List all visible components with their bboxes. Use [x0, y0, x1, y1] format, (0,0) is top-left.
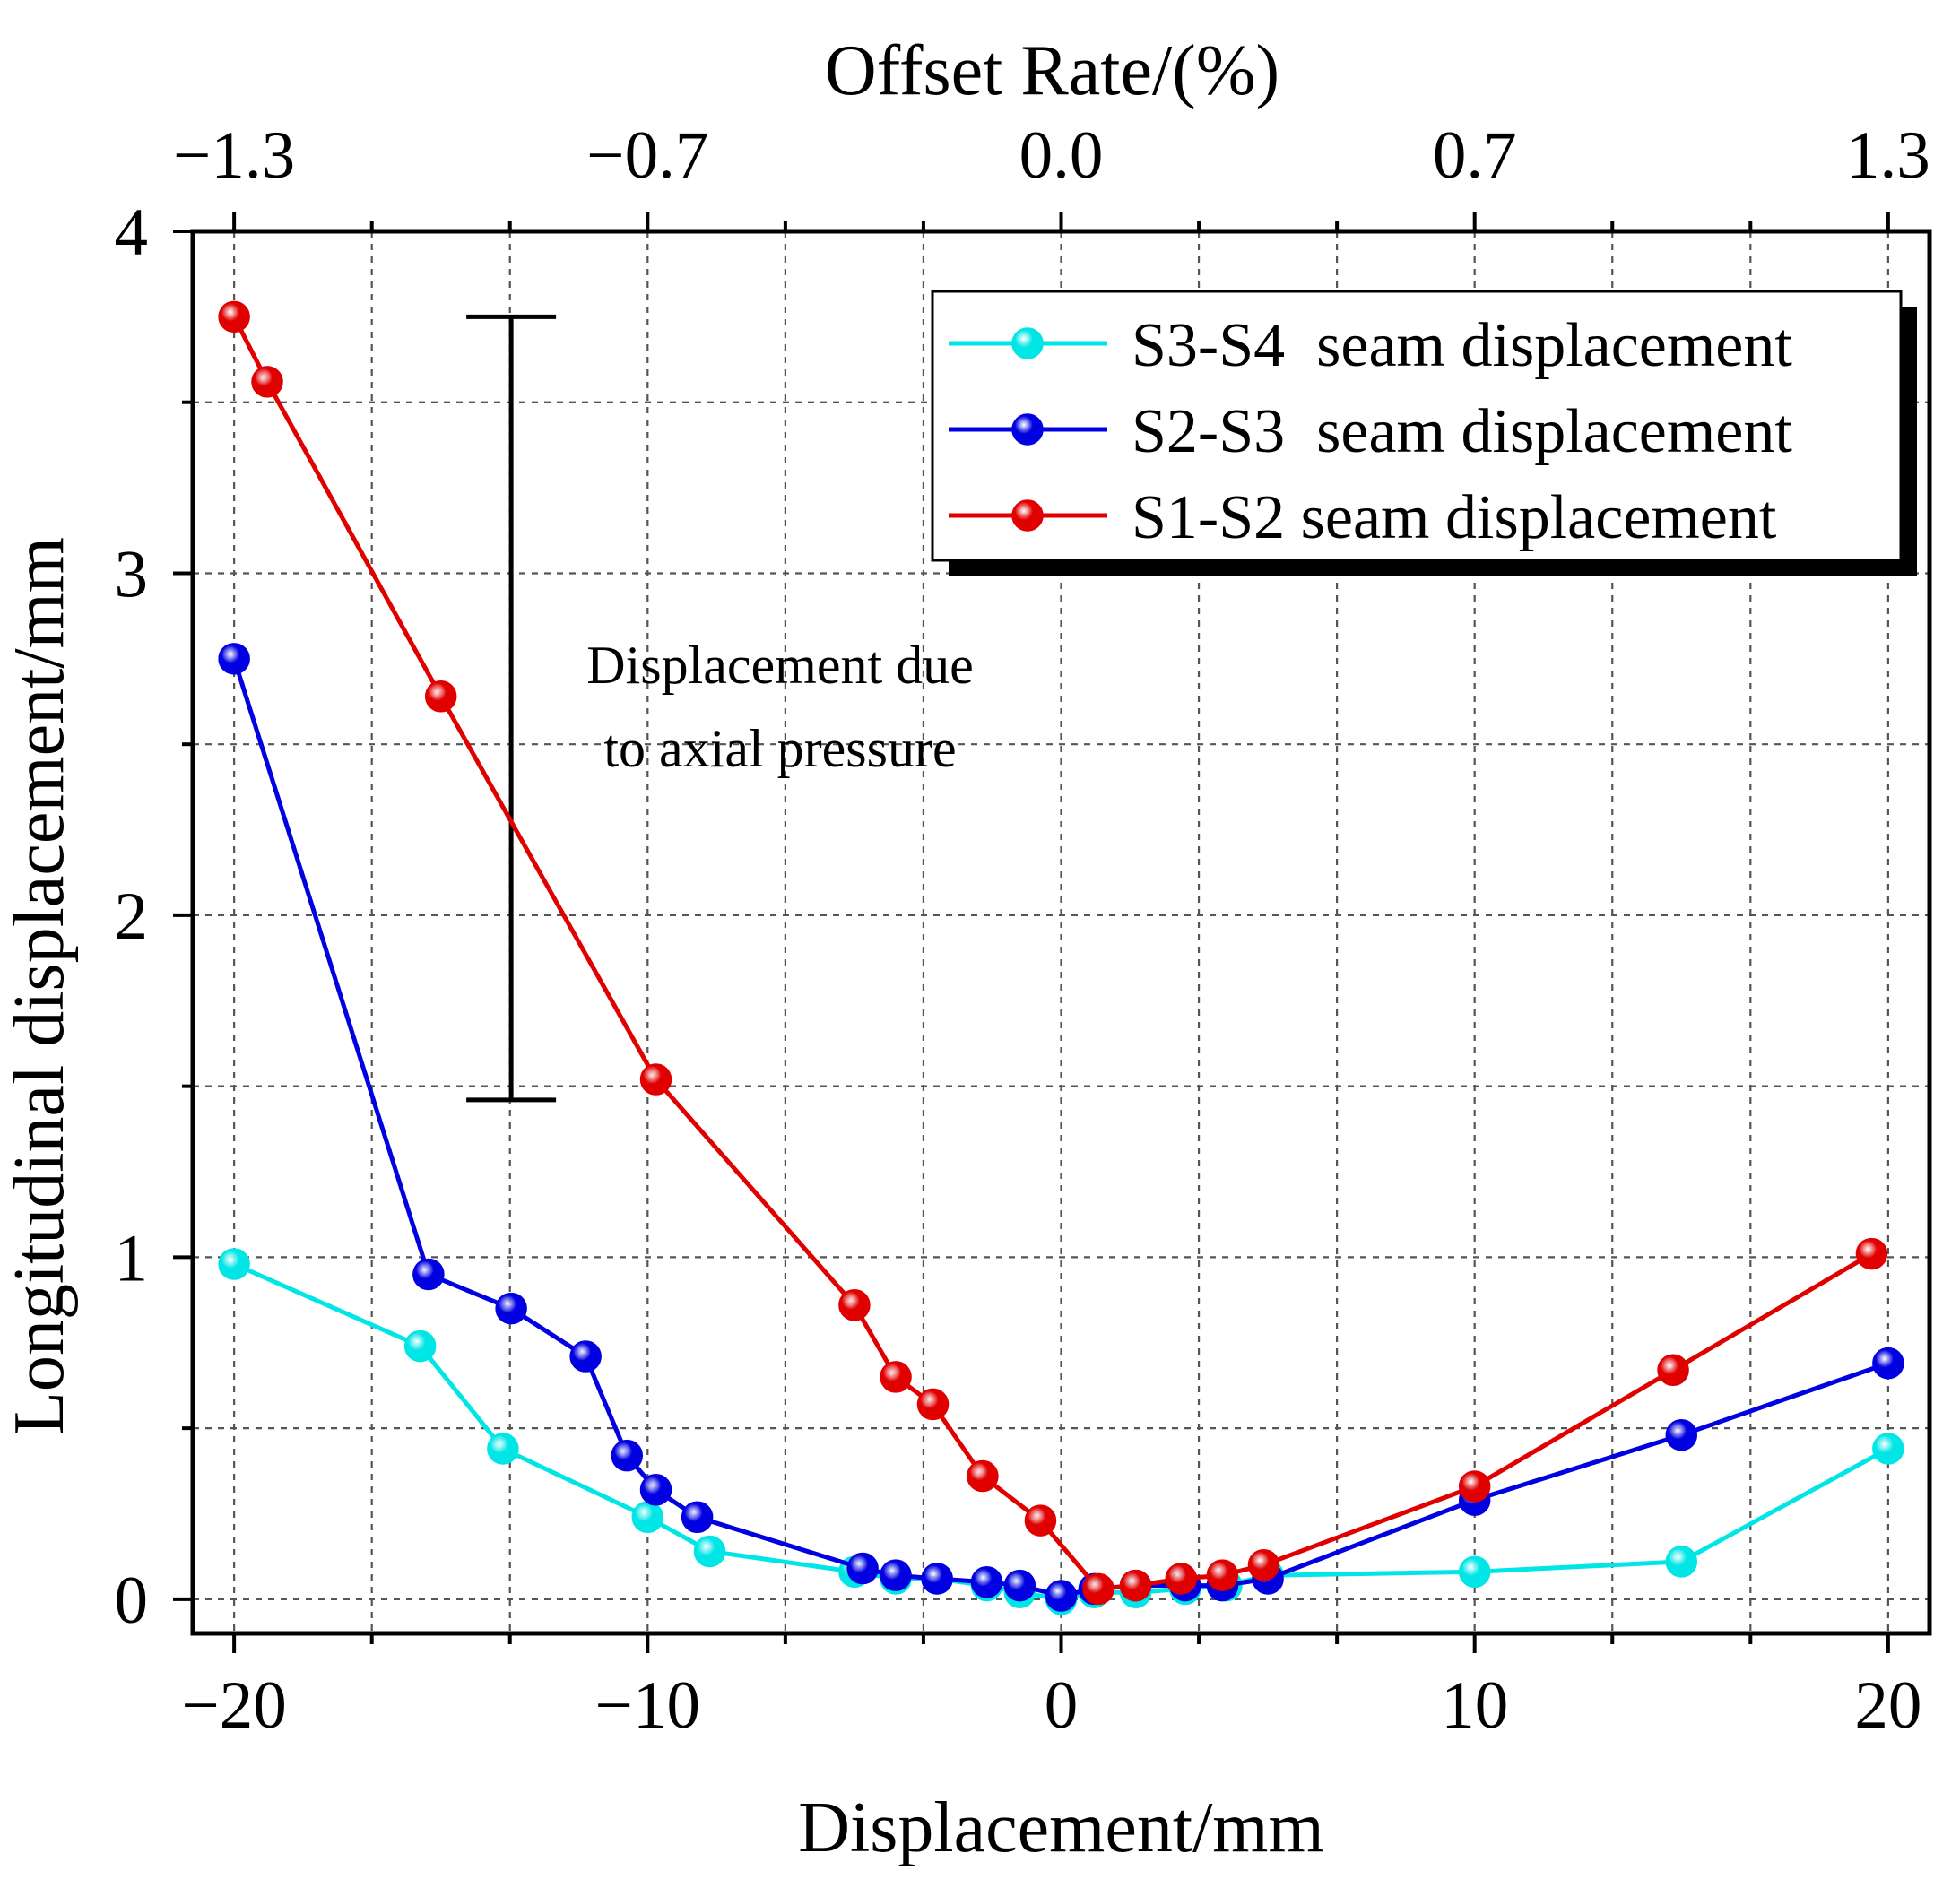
data-point: [495, 1292, 527, 1325]
data-point: [1024, 1504, 1057, 1537]
data-point: [569, 1340, 602, 1373]
data-point: [218, 1248, 250, 1280]
data-point: [487, 1433, 519, 1465]
top-tick-label: 1.3: [1846, 118, 1930, 193]
data-point: [1003, 1569, 1036, 1602]
grid-layer: [193, 231, 1930, 1633]
x-tick-label: −20: [181, 1668, 286, 1743]
top-tick-label: 0.0: [1019, 118, 1104, 193]
y-tick-label: 4: [115, 195, 149, 270]
data-point: [1206, 1559, 1239, 1591]
y-tick-label: 2: [115, 879, 149, 954]
data-point: [611, 1439, 643, 1472]
data-point: [1665, 1419, 1698, 1451]
ticks-layer: −20 −10 0 10 20 −1.3 −0.7 0.0 0.7 1.3 0 1 2 3 4: [115, 118, 1930, 1743]
x-tick-label: −10: [595, 1668, 700, 1743]
data-point: [838, 1289, 871, 1321]
data-point: [403, 1329, 437, 1363]
legend-items: S3-S4 seam displacement S2-S3 seam displa…: [949, 311, 1792, 552]
top-tick-label: 0.7: [1433, 118, 1517, 193]
data-point: [880, 1559, 912, 1591]
data-point: [218, 300, 250, 333]
data-point: [639, 1474, 672, 1506]
top-tick-label: −0.7: [586, 118, 708, 193]
annotation-text-line-1: Displacement due: [586, 636, 974, 695]
data-point: [1247, 1548, 1280, 1581]
series-layer: [218, 300, 1904, 1615]
data-point: [916, 1388, 950, 1421]
data-point: [1855, 1237, 1888, 1270]
legend: S3-S4 seam displacement S2-S3 seam displa…: [931, 290, 1917, 576]
series-2: [218, 643, 1904, 1612]
data-point: [1458, 1555, 1491, 1589]
top-axis-title: Offset Rate/(%): [825, 31, 1279, 110]
y-tick-label: 0: [115, 1563, 149, 1638]
data-point: [880, 1361, 912, 1393]
data-point: [424, 680, 457, 713]
legend-label: S3-S4 seam displacement: [1132, 311, 1792, 380]
data-point: [921, 1563, 953, 1595]
data-point: [1165, 1563, 1197, 1595]
data-point: [412, 1258, 445, 1291]
data-point: [967, 1459, 999, 1493]
data-point: [251, 366, 283, 398]
y-tick-label: 3: [115, 537, 149, 611]
legend-marker: [1011, 327, 1044, 359]
y-tick-label: 1: [115, 1221, 149, 1295]
annotation-text-line-2: to axial pressure: [603, 719, 956, 778]
x-axis-title: Displacement/mm: [798, 1788, 1324, 1867]
data-point: [1458, 1470, 1491, 1503]
legend-label: S1-S2 seam displacement: [1132, 483, 1777, 552]
top-tick-label: −1.3: [173, 118, 295, 193]
data-point: [846, 1552, 879, 1585]
data-point: [693, 1535, 726, 1568]
legend-item-1: S3-S4 seam displacement: [949, 311, 1792, 380]
annotation-layer: Displacement due to axial pressure: [466, 314, 974, 1103]
data-point: [1872, 1347, 1904, 1380]
data-point: [1045, 1580, 1078, 1612]
y-axis-title: Longitudinal displacement/mm: [0, 537, 79, 1435]
data-point: [1119, 1569, 1152, 1602]
data-point: [218, 643, 250, 675]
data-point: [631, 1501, 664, 1534]
data-point: [1872, 1433, 1904, 1465]
data-point: [639, 1063, 672, 1096]
legend-item-2: S2-S3 seam displacement: [949, 397, 1792, 466]
data-point: [1665, 1546, 1698, 1578]
data-point: [1657, 1354, 1689, 1387]
data-point: [970, 1566, 1003, 1598]
legend-marker: [1011, 499, 1044, 532]
x-tick-label: 20: [1854, 1668, 1921, 1743]
data-point: [681, 1501, 714, 1534]
legend-marker: [1011, 413, 1044, 446]
x-tick-label: 10: [1441, 1668, 1508, 1743]
series-3: [218, 300, 1888, 1606]
legend-item-3: S1-S2 seam displacement: [949, 483, 1777, 552]
legend-label: S2-S3 seam displacement: [1132, 397, 1792, 466]
x-tick-label: 0: [1045, 1668, 1079, 1743]
data-point: [1082, 1572, 1114, 1606]
